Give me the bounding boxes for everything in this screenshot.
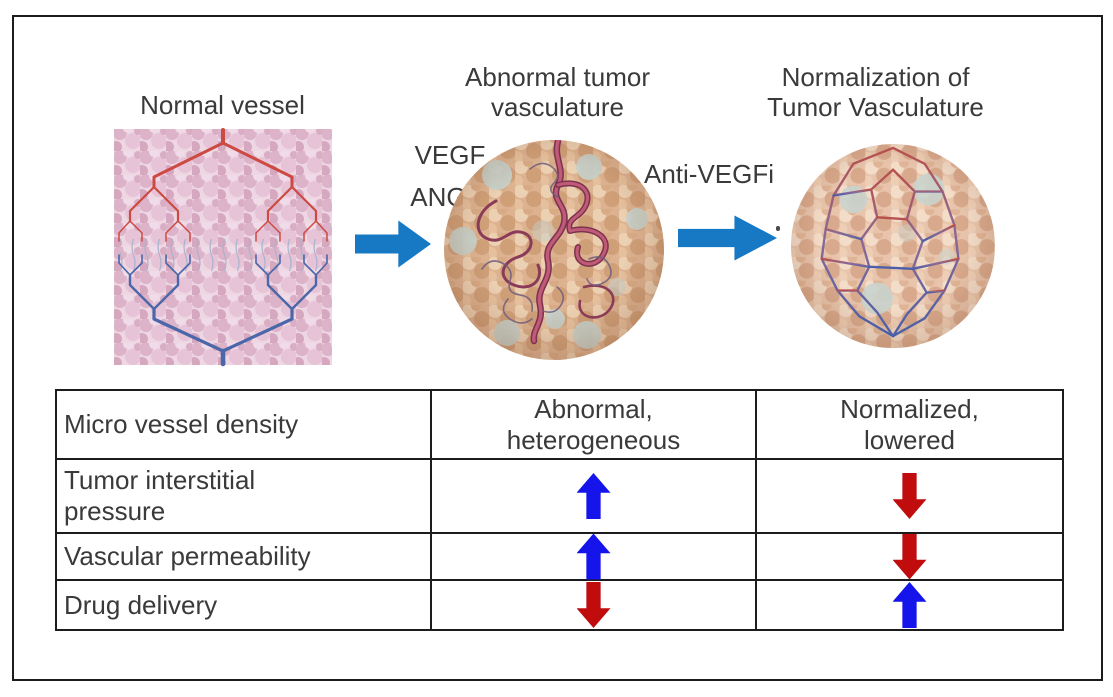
table-cell-dd-abnormal xyxy=(432,581,757,629)
panel-title-text: Normal vessel xyxy=(140,90,305,120)
trend-arrow-icon xyxy=(892,582,927,628)
trend-arrow-icon xyxy=(576,533,611,580)
outer-border xyxy=(12,15,1103,681)
cell-text-line1: Tumor interstitial xyxy=(64,465,256,495)
panel-title-line1: Abnormal tumor xyxy=(465,62,650,92)
table-cell-tip-abnormal xyxy=(432,460,757,534)
table-cell-tip-normalized xyxy=(757,460,1062,534)
panel-title-line2: vasculature xyxy=(491,92,624,122)
table-cell-vp-abnormal xyxy=(432,533,757,581)
header-line2: heterogeneous xyxy=(506,424,681,455)
table-cell-tumor-interstitial-pressure: Tumor interstitial pressure xyxy=(57,460,432,534)
trend-arrow-icon xyxy=(576,473,611,519)
abnormal-tumor-illustration xyxy=(444,140,664,360)
cell-text-line2: pressure xyxy=(64,496,166,526)
table-header-abnormal: Abnormal, heterogeneous xyxy=(432,391,757,460)
anti-vegfi-label: Anti-VEGFi xyxy=(643,159,775,189)
table-header-normalized: Normalized, lowered xyxy=(757,391,1062,460)
cell-text-line1: Vascular permeability xyxy=(64,541,311,571)
panel-title-line1: Normalization of xyxy=(781,62,970,92)
trend-arrow-icon xyxy=(892,533,927,580)
table-cell-vp-normalized xyxy=(757,533,1062,581)
trend-arrow-icon xyxy=(576,582,611,628)
trend-arrow-icon xyxy=(892,473,927,519)
normalized-tumor-illustration xyxy=(790,143,996,349)
panel-title-normal-vessel: Normal vessel xyxy=(110,90,335,120)
panel-title-abnormal-tumor: Abnormal tumor vasculature xyxy=(435,62,680,122)
table-cell-vascular-permeability: Vascular permeability xyxy=(57,534,432,581)
normal-vessel-illustration xyxy=(114,128,332,367)
panel-title-normalized-tumor: Normalization of Tumor Vasculature xyxy=(748,62,1003,122)
table-cell-dd-normalized xyxy=(757,581,1062,629)
comparison-table: Micro vessel density Abnormal, heterogen… xyxy=(55,389,1064,631)
ink-speck xyxy=(776,226,780,231)
vegf-label: VEGF xyxy=(414,140,486,170)
cell-text: Micro vessel density xyxy=(64,409,299,439)
header-line1: Abnormal, xyxy=(534,393,653,424)
table-cell-drug-delivery: Drug delivery xyxy=(57,581,432,629)
header-line2: lowered xyxy=(863,424,956,455)
table-cell-micro-vessel-density: Micro vessel density xyxy=(57,391,432,460)
header-line1: Normalized, xyxy=(840,393,979,424)
panel-title-line2: Tumor Vasculature xyxy=(767,92,984,122)
cell-text-line1: Drug delivery xyxy=(64,589,218,620)
